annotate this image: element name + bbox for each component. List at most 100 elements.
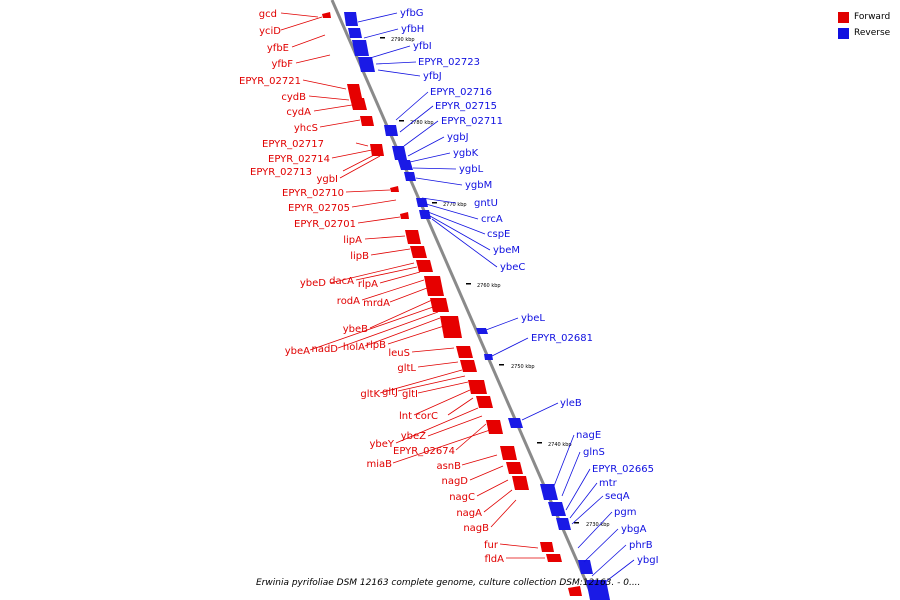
gene-label: gntU xyxy=(474,198,498,209)
reverse-connectors xyxy=(357,12,635,587)
gene-label: EPYR_02701 xyxy=(294,219,356,230)
gene-label: EPYR_02723 xyxy=(418,57,480,68)
gene-block xyxy=(404,172,416,181)
axis-tick xyxy=(466,283,471,285)
gene-block xyxy=(586,580,610,600)
gene-label: crcA xyxy=(481,214,503,225)
gene-label: yleB xyxy=(560,398,582,409)
tick-label: 2770 kbp xyxy=(443,202,467,208)
gene-label: gltK xyxy=(360,389,380,400)
gene-label: yfbJ xyxy=(423,71,442,82)
axis-tick xyxy=(537,442,542,444)
reverse-gene-blocks xyxy=(344,12,610,600)
gene-label: fur xyxy=(484,540,499,551)
gene-label: EPYR_02721 xyxy=(239,76,301,87)
gene-label: leuS xyxy=(388,348,410,359)
gene-label: mrdA xyxy=(363,298,390,309)
gene-block xyxy=(419,210,431,219)
gene-block xyxy=(344,12,358,26)
gene-label: gltL xyxy=(397,363,416,374)
gene-label: lipB xyxy=(350,251,369,262)
gene-label: yfbE xyxy=(267,43,289,54)
gene-label: EPYR_02713 xyxy=(250,167,312,178)
gene-label: nagB xyxy=(463,523,489,534)
gene-label: EPYR_02711 xyxy=(441,116,503,127)
gene-label: nagC xyxy=(449,492,475,503)
gene-block xyxy=(500,446,517,460)
gene-block xyxy=(540,542,554,552)
gene-label: EPYR_02705 xyxy=(288,203,350,214)
gene-label: EPYR_02665 xyxy=(592,464,654,475)
gene-label: ybgA xyxy=(621,524,647,535)
gene-label: lnt xyxy=(399,411,412,422)
figure-caption: Erwinia pyrifoliae DSM 12163 complete ge… xyxy=(256,578,641,588)
gene-block xyxy=(506,462,523,474)
gene-label: cydA xyxy=(286,107,311,118)
gene-label: ybeZ xyxy=(401,431,426,442)
legend-reverse: Reverse xyxy=(838,25,890,41)
axis-tick xyxy=(499,364,504,366)
gene-block xyxy=(347,84,362,98)
gene-block xyxy=(410,246,427,258)
gene-block xyxy=(556,518,571,530)
gene-label: ybeY xyxy=(369,439,394,450)
reverse-labels: yfbG yfbH yfbI EPYR_02723 yfbJ EPYR_0271… xyxy=(400,8,659,566)
gene-label: EPYR_02674 xyxy=(393,446,455,457)
gene-label: holA xyxy=(343,342,365,353)
axis-tick xyxy=(380,37,385,39)
gene-label: EPYR_02714 xyxy=(268,154,330,165)
gene-label: fldA xyxy=(485,554,505,565)
axis-tick xyxy=(399,120,404,122)
gene-block xyxy=(405,230,421,244)
gene-block xyxy=(540,484,558,500)
legend-forward-label: Forward xyxy=(854,12,891,22)
axis-tick xyxy=(432,202,437,204)
gene-block xyxy=(456,346,473,358)
gene-block xyxy=(476,328,488,334)
gene-block xyxy=(476,396,493,408)
gene-label: rodA xyxy=(337,296,360,307)
gene-label: phrB xyxy=(629,540,653,551)
gene-label: mtr xyxy=(599,478,618,489)
tick-label: 2780 kbp xyxy=(410,120,434,126)
gene-block xyxy=(398,160,413,170)
gene-label: nagE xyxy=(576,430,601,441)
gene-label: yfbI xyxy=(413,41,432,52)
tick-labels: 2790 kbp 2780 kbp 2770 kbp 2760 kbp 2750… xyxy=(391,37,610,528)
gene-label: gltI xyxy=(402,389,418,400)
gene-label: gltJ xyxy=(382,387,398,398)
gene-label: ygbJ xyxy=(447,132,469,143)
gene-block xyxy=(416,260,433,272)
tick-label: 2750 kbp xyxy=(511,364,535,370)
gene-label: yfbH xyxy=(401,24,424,35)
gene-block xyxy=(416,198,428,207)
gene-label: lipA xyxy=(343,235,362,246)
gene-label: EPYR_02716 xyxy=(430,87,492,98)
gene-label: EPYR_02715 xyxy=(435,101,497,112)
gene-block xyxy=(546,554,562,562)
gene-label: yfbG xyxy=(400,8,424,19)
gene-block xyxy=(360,116,374,126)
gene-block xyxy=(390,186,399,192)
gene-block xyxy=(384,125,398,136)
gene-label: dacA xyxy=(329,276,354,287)
gene-block xyxy=(568,586,582,596)
gene-label: ybeD xyxy=(300,278,326,289)
gene-block xyxy=(392,146,407,160)
gene-label: ybeC xyxy=(500,262,525,273)
gene-label: miaB xyxy=(366,459,392,470)
forward-connectors xyxy=(280,12,545,559)
gene-block xyxy=(508,418,523,428)
gene-label: ygbI xyxy=(316,174,338,185)
gene-label: glnS xyxy=(583,447,605,458)
gene-block xyxy=(358,57,375,72)
gene-label: EPYR_02717 xyxy=(262,139,324,150)
gene-label: ybeL xyxy=(521,313,545,324)
gene-label: ybgI xyxy=(637,555,659,566)
gene-label: ygbK xyxy=(453,148,479,159)
legend-reverse-label: Reverse xyxy=(854,28,891,38)
gene-block xyxy=(322,12,331,18)
gene-block xyxy=(400,212,409,219)
gene-block xyxy=(460,360,477,372)
gene-block xyxy=(486,420,503,434)
